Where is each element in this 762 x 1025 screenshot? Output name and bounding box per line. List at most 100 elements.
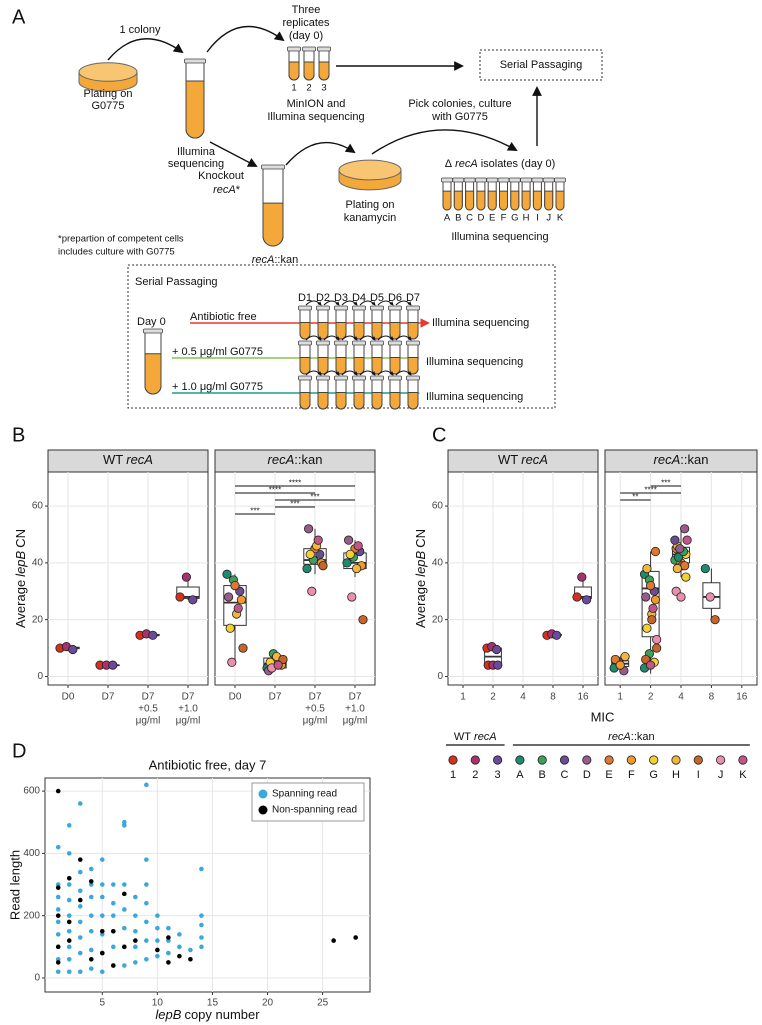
label: 1 — [450, 769, 456, 781]
label: D — [12, 740, 26, 762]
label: 2 — [472, 769, 478, 781]
label: + 0.5 μg/ml G0775 — [172, 346, 263, 358]
data-point — [343, 535, 354, 545]
label: C — [561, 769, 569, 781]
label: C — [432, 424, 446, 446]
passage-arrow — [323, 335, 340, 341]
label: 60 — [432, 501, 444, 512]
passage-arrow — [395, 370, 412, 376]
data-point — [166, 935, 171, 940]
legend-swatch — [258, 805, 268, 815]
label: Average lepB CN — [13, 529, 28, 628]
label-part: CN — [13, 529, 28, 548]
data-point — [68, 644, 78, 655]
label: Serial Passaging — [500, 59, 583, 71]
label: **** — [644, 486, 656, 495]
data-point — [77, 950, 83, 956]
arrow — [107, 38, 184, 61]
data-point — [55, 907, 61, 912]
data-point — [676, 592, 686, 602]
label: H — [523, 213, 530, 224]
data-point — [66, 823, 72, 828]
label: A — [12, 6, 26, 28]
tube-cap — [497, 177, 510, 183]
data-point — [645, 660, 656, 670]
label: 1 — [460, 692, 466, 703]
tube-medium — [371, 322, 383, 340]
label-part: recA — [455, 158, 478, 170]
label: C — [466, 213, 473, 224]
data-point — [144, 919, 149, 925]
label: with G0775 — [431, 111, 488, 123]
passage-arrow — [341, 300, 358, 306]
tube-cap — [352, 375, 366, 381]
label: 20 — [432, 614, 444, 625]
tube-medium — [389, 357, 401, 375]
data-point — [222, 569, 232, 579]
label: E — [605, 769, 612, 781]
data-point — [55, 969, 61, 975]
label-part: CN — [413, 529, 428, 548]
label: ** — [632, 493, 638, 502]
label: Day 0 — [137, 316, 166, 328]
label: μg/ml — [343, 716, 368, 727]
data-point — [199, 935, 204, 940]
data-point — [615, 660, 625, 670]
data-point — [680, 524, 690, 534]
tube-cap — [463, 177, 476, 183]
label-part: recA — [213, 184, 236, 196]
label: Illumina sequencing — [426, 356, 523, 368]
passage-arrow — [359, 300, 376, 306]
arrow — [206, 25, 285, 53]
label: 400 — [23, 848, 40, 859]
data-point — [122, 882, 127, 887]
data-point — [670, 535, 680, 545]
label: 16 — [736, 692, 748, 703]
data-point — [133, 913, 138, 918]
data-point — [66, 913, 72, 918]
label: D7 — [102, 692, 115, 703]
data-point — [491, 644, 502, 655]
label: D5 — [370, 292, 384, 304]
data-point — [133, 928, 138, 934]
tube-medium — [371, 357, 383, 375]
tube-medium — [317, 322, 329, 340]
data-point — [77, 935, 83, 940]
label: recA* — [213, 184, 241, 196]
data-point — [108, 660, 118, 670]
label: 200 — [23, 910, 40, 921]
data-point — [77, 919, 83, 925]
label: Average lepB CN — [413, 529, 428, 628]
label-part: lepB — [413, 550, 428, 576]
data-point — [133, 894, 138, 900]
label: Plating on — [346, 199, 395, 211]
data-point — [99, 969, 105, 975]
label: A — [444, 213, 451, 224]
label: 0 — [437, 671, 443, 682]
data-point — [66, 956, 72, 962]
data-point — [55, 844, 61, 850]
tube-cap — [334, 375, 348, 381]
label: 16 — [577, 692, 589, 703]
label: μg/ml — [303, 716, 328, 727]
data-point — [345, 549, 355, 559]
label: 2 — [306, 83, 311, 94]
label: 10 — [152, 998, 164, 1009]
plate-top — [338, 159, 402, 181]
tube-medium — [185, 80, 205, 139]
data-point — [645, 580, 656, 591]
data-point — [177, 953, 182, 959]
passage-arrow — [323, 370, 340, 376]
label: 4 — [520, 692, 526, 703]
label: +1.0 — [178, 704, 198, 715]
tube-cap — [520, 177, 532, 183]
label: Non-spanning read — [272, 805, 357, 816]
data-point — [620, 651, 630, 662]
data-point — [66, 851, 72, 856]
data-point — [77, 888, 83, 894]
tube-cap — [316, 340, 330, 346]
label: μg/ml — [136, 716, 161, 727]
label: *** — [661, 479, 670, 488]
legend-swatch — [492, 755, 503, 765]
data-point — [647, 615, 657, 625]
